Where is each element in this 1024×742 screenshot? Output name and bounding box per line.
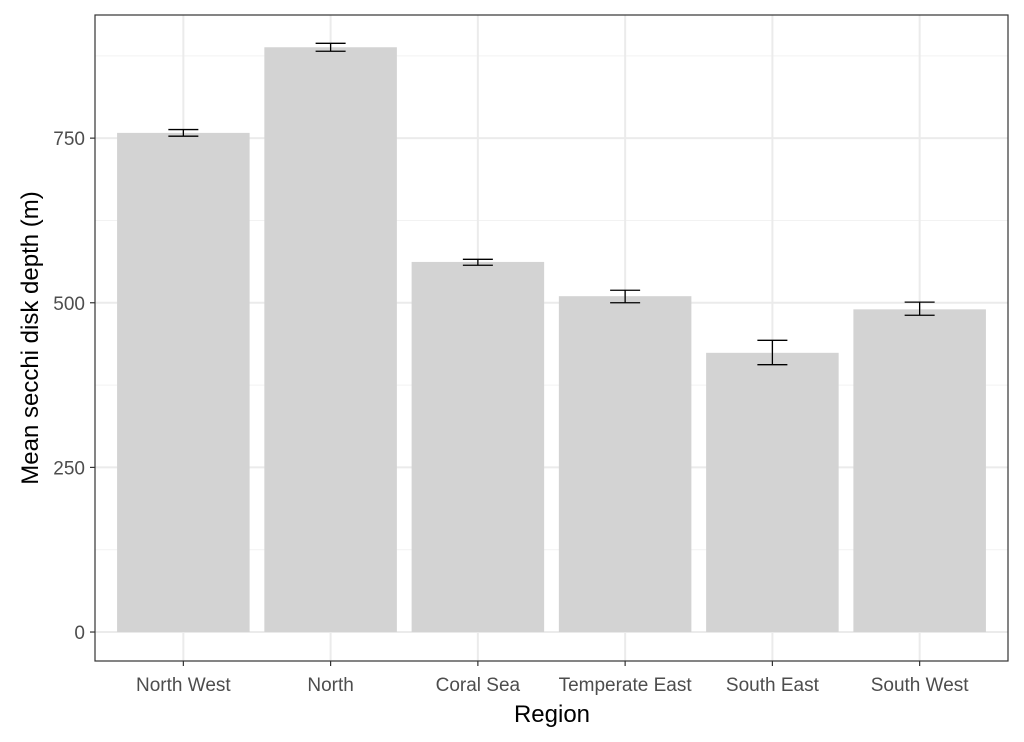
y-tick-label: 250 <box>53 458 85 479</box>
y-tick-label: 0 <box>74 623 85 644</box>
error-bar <box>757 339 788 366</box>
error-bars <box>168 42 935 366</box>
x-tick-label: North West <box>136 675 231 696</box>
bars <box>117 47 986 633</box>
plot-panel-border <box>94 14 1009 662</box>
bar-temperate-east <box>558 296 692 633</box>
bar-coral-sea <box>411 261 545 633</box>
error-bar <box>315 42 346 52</box>
y-tick-label: 500 <box>53 294 85 315</box>
x-tick-label: South West <box>871 675 970 696</box>
x-axis-title: Region <box>514 701 590 728</box>
x-tick-label: South East <box>726 675 820 696</box>
y-axis-title: Mean secchi disk depth (m) <box>17 191 44 484</box>
x-tick-label: North <box>307 675 353 696</box>
error-bar <box>168 128 199 137</box>
x-tick-label: Coral Sea <box>436 675 521 696</box>
y-axis: 0 250 500 750 <box>53 129 95 644</box>
bar-north <box>264 47 397 633</box>
bar-north-west <box>117 132 250 633</box>
x-axis: North West North Coral Sea Temperate East So… <box>136 661 969 696</box>
error-bar <box>610 289 641 304</box>
x-tick-label: Temperate East <box>559 675 693 696</box>
bar-south-east <box>706 352 839 633</box>
bar-south-west <box>853 309 986 633</box>
error-bar <box>462 258 493 266</box>
error-bar <box>904 301 935 316</box>
y-tick-label: 750 <box>53 129 85 150</box>
